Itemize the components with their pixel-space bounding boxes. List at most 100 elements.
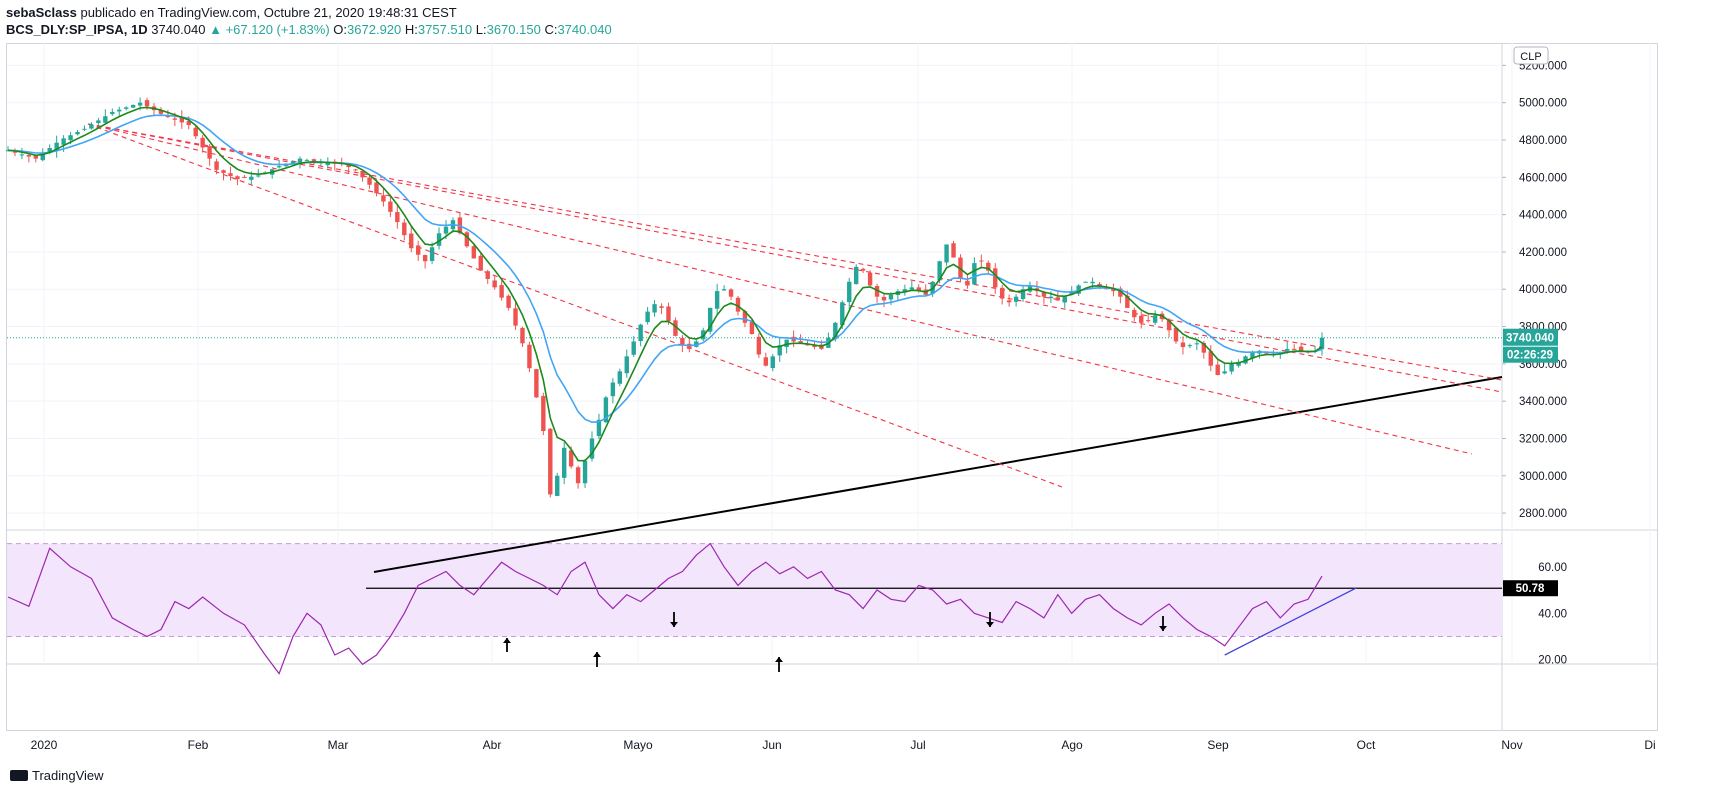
- candle-body: [311, 159, 317, 162]
- candle-body: [193, 127, 198, 137]
- candle-body: [179, 117, 185, 123]
- candle-body: [1319, 337, 1325, 350]
- candle-body: [728, 289, 734, 297]
- candle-body: [1041, 292, 1047, 297]
- candle-body: [965, 280, 970, 286]
- candle-body: [96, 120, 101, 124]
- candle-body: [860, 268, 866, 271]
- currency-label: CLP: [1520, 51, 1541, 63]
- rsi-value-badge: [1503, 580, 1558, 597]
- candle-body: [1166, 320, 1172, 331]
- countdown-badge: [1503, 346, 1558, 363]
- candle-body: [1215, 364, 1220, 376]
- candle-body: [485, 271, 490, 279]
- candle-body: [763, 357, 769, 366]
- candle-body: [798, 341, 803, 344]
- candle-body: [353, 169, 358, 171]
- candle-body: [735, 297, 741, 312]
- candle-body: [395, 212, 400, 223]
- candle-body: [951, 243, 956, 258]
- price-tick-label: 2800.000: [1519, 508, 1567, 520]
- time-tick-label: 2020: [31, 738, 58, 752]
- time-tick-label: Oct: [1357, 738, 1376, 752]
- last-price-label: 3740.040: [1506, 333, 1554, 345]
- candle-body: [1243, 356, 1248, 364]
- tradingview-logo[interactable]: TradingView: [10, 768, 104, 783]
- candle-body: [68, 135, 73, 141]
- time-tick-label: Di: [1644, 738, 1655, 752]
- candle-body: [986, 262, 991, 271]
- candle-body: [937, 261, 942, 281]
- candle-body: [506, 295, 511, 308]
- candle-body: [777, 345, 782, 356]
- candle-body: [422, 255, 428, 262]
- currency-badge: [1513, 46, 1549, 65]
- time-tick-label: Sep: [1207, 738, 1229, 752]
- candle-body: [784, 339, 789, 348]
- candle-body: [12, 151, 18, 153]
- candle-body: [1194, 343, 1200, 345]
- candle-body: [1083, 281, 1088, 283]
- chart-frame: [6, 43, 1658, 731]
- candle-body: [979, 260, 984, 262]
- candle-body: [235, 176, 240, 180]
- candle-body: [527, 344, 532, 369]
- candle-body: [144, 100, 150, 107]
- candle-body: [436, 233, 442, 246]
- rsi-line: [7, 542, 1323, 675]
- arrow-up-head: [775, 657, 783, 662]
- candle-body: [110, 112, 115, 115]
- candle-body: [1180, 342, 1186, 348]
- candle-body: [561, 447, 567, 478]
- candle-body: [631, 341, 636, 355]
- grid-lines: [7, 43, 1657, 730]
- candle-body: [61, 138, 66, 145]
- candle-body: [276, 166, 282, 168]
- price-tick-label: 4000.000: [1519, 284, 1567, 296]
- close-label: C:: [544, 22, 558, 37]
- candle-body: [207, 146, 212, 159]
- author-name[interactable]: sebaSclass: [6, 5, 77, 20]
- candle-body: [972, 263, 977, 285]
- time-tick-label: Abr: [483, 738, 502, 752]
- candle-body: [26, 154, 32, 157]
- candle-body: [304, 159, 310, 161]
- time-tick-label: Feb: [188, 738, 209, 752]
- symbol-label[interactable]: BCS_DLY:SP_IPSA, 1D: [6, 22, 148, 37]
- candle-body: [1118, 288, 1123, 297]
- candle-body: [874, 285, 880, 297]
- candle-body: [568, 450, 574, 467]
- high-value: 3757.510: [417, 22, 473, 37]
- candle-body: [1069, 291, 1074, 295]
- candle-body: [221, 170, 226, 173]
- candle-body: [680, 337, 685, 346]
- resistance-line: [87, 123, 1503, 381]
- rsi-tick-label: 20.00: [1538, 655, 1567, 667]
- candle-body: [381, 195, 386, 202]
- open-label: O:: [333, 22, 348, 37]
- candle-body: [1152, 315, 1158, 323]
- time-tick-label: Jul: [910, 738, 925, 752]
- low-value: 3670.150: [486, 22, 541, 37]
- price-tick-label: 4400.000: [1519, 210, 1567, 222]
- price-candles: [5, 97, 1325, 498]
- candle-body: [409, 233, 414, 249]
- candle-body: [249, 176, 254, 180]
- candle-body: [853, 266, 859, 285]
- candle-body: [117, 109, 122, 112]
- candle-body: [742, 311, 748, 323]
- candle-body: [1229, 363, 1234, 372]
- time-tick-label: Mayo: [623, 738, 653, 752]
- candle-body: [582, 460, 588, 484]
- candle-body: [1264, 352, 1269, 354]
- time-axis[interactable]: 2020 Feb Mar Abr Mayo Jun Jul Ago Sep Oct Nov Di: [31, 738, 1656, 752]
- candle-body: [1298, 346, 1304, 351]
- candle-body: [89, 124, 94, 129]
- candle-body: [158, 110, 164, 114]
- candle-body: [714, 291, 720, 309]
- resistance-line: [87, 123, 1063, 488]
- candle-body: [492, 280, 497, 288]
- price-axis[interactable]: 5200.0005000.0004800.0004600.0004400.000…: [1502, 60, 1567, 667]
- support-trendline: [373, 376, 1503, 573]
